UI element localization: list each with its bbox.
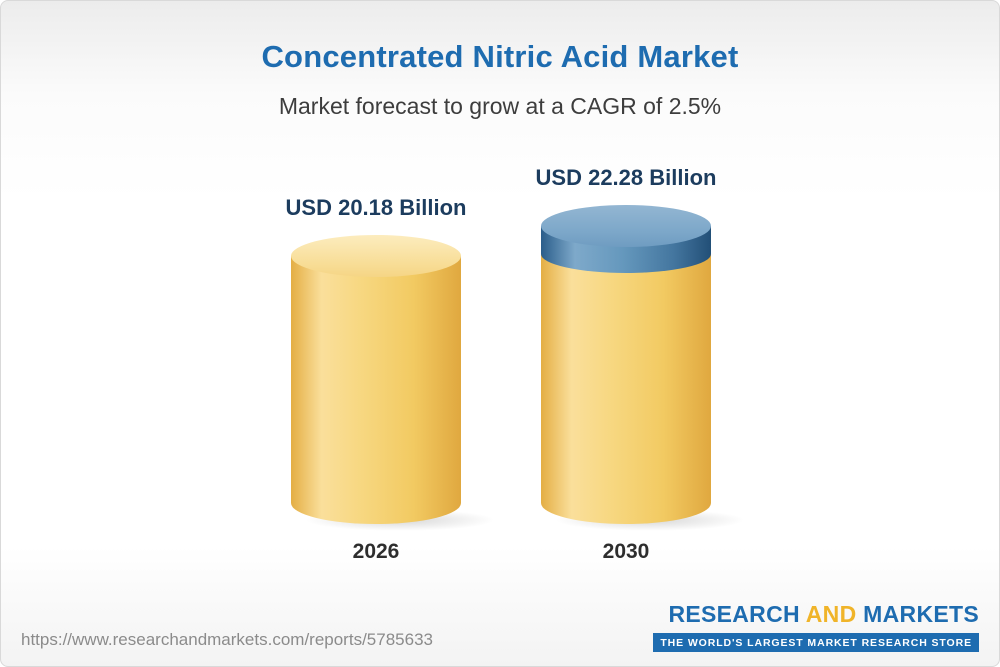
chart-subtitle: Market forecast to grow at a CAGR of 2.5… [278, 93, 722, 119]
logo-wordmark: RESEARCH AND MARKETS [653, 601, 979, 628]
research-and-markets-logo: RESEARCH AND MARKETS THE WORLD'S LARGEST… [653, 601, 979, 652]
cylinder-2026 [291, 235, 495, 531]
cylinder-body-2030 [541, 226, 711, 524]
cylinder-body-2026 [291, 256, 461, 524]
value-label-2030: USD 22.28 Billion [535, 165, 717, 190]
logo-word-markets: MARKETS [856, 601, 979, 627]
chart-title: Concentrated Nitric Acid Market [261, 39, 739, 74]
cylinder-top-2026 [291, 235, 461, 277]
footer: https://www.researchandmarkets.com/repor… [21, 601, 979, 652]
cylinder-cap-top-2030 [541, 205, 711, 247]
value-label-2026: USD 20.18 Billion [285, 195, 467, 220]
bar-group-2026: USD 20.18 Billion 2026 [256, 195, 496, 564]
logo-tagline: THE WORLD'S LARGEST MARKET RESEARCH STOR… [653, 633, 979, 652]
chart-header: Concentrated Nitric Acid Market Market f… [1, 39, 999, 120]
year-label-2030: 2030 [602, 540, 650, 563]
year-label-2026: 2026 [352, 540, 400, 563]
bar-group-2030: USD 22.28 Billion 2030 [506, 165, 746, 564]
cylinder-2030 [541, 205, 745, 531]
logo-word-and: AND [805, 601, 857, 627]
report-url: https://www.researchandmarkets.com/repor… [21, 630, 433, 649]
logo-word-research: RESEARCH [668, 601, 806, 627]
